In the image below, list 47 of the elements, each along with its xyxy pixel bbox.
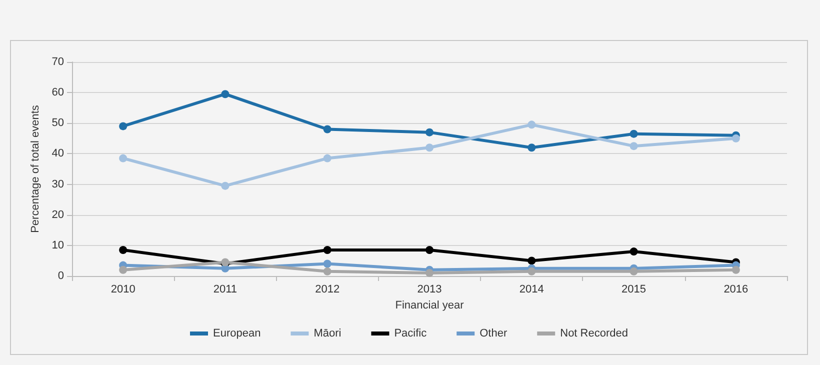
- y-tick-label: 0: [58, 270, 64, 282]
- point: [630, 267, 638, 276]
- point: [630, 142, 638, 150]
- legend-label: Pacific: [394, 328, 428, 340]
- legend-label: Other: [480, 328, 508, 340]
- x-tick-label: 2016: [724, 284, 748, 296]
- point: [630, 248, 638, 256]
- point: [323, 246, 332, 254]
- x-tick-label: 2014: [519, 284, 544, 296]
- point: [630, 130, 638, 138]
- point: [426, 128, 434, 136]
- x-tick-label: 2013: [417, 284, 442, 296]
- point: [528, 144, 536, 152]
- y-tick-label: 30: [52, 178, 64, 190]
- y-axis-title: Percentage of total events: [29, 104, 42, 233]
- y-tick-label: 70: [52, 56, 64, 68]
- point: [426, 246, 434, 254]
- y-tick-label: 20: [52, 208, 64, 221]
- x-tick-label: 2010: [110, 284, 136, 296]
- point: [528, 120, 536, 129]
- point: [119, 266, 128, 274]
- x-tick-label: 2011: [213, 284, 238, 296]
- x-tick-label: 2012: [315, 284, 340, 296]
- x-axis-title: Financial year: [395, 299, 464, 312]
- point: [426, 268, 434, 277]
- point: [119, 154, 128, 162]
- point: [323, 154, 332, 162]
- point: [732, 266, 740, 274]
- point: [323, 267, 332, 276]
- legend-label: Māori: [314, 328, 342, 340]
- point: [323, 260, 332, 268]
- point: [528, 256, 536, 265]
- point: [732, 134, 740, 142]
- point: [119, 246, 128, 254]
- x-tick-label: 2015: [622, 284, 646, 296]
- y-tick-label: 40: [52, 148, 64, 160]
- point: [221, 90, 230, 98]
- y-tick-label: 10: [52, 239, 64, 252]
- legend-label: Not Recorded: [560, 328, 628, 340]
- point: [528, 267, 536, 276]
- point: [426, 144, 434, 152]
- y-tick-label: 50: [52, 117, 64, 130]
- point: [323, 125, 332, 134]
- point: [221, 182, 230, 190]
- point: [119, 122, 128, 130]
- legend-label: European: [213, 328, 261, 340]
- y-tick-label: 60: [52, 86, 64, 99]
